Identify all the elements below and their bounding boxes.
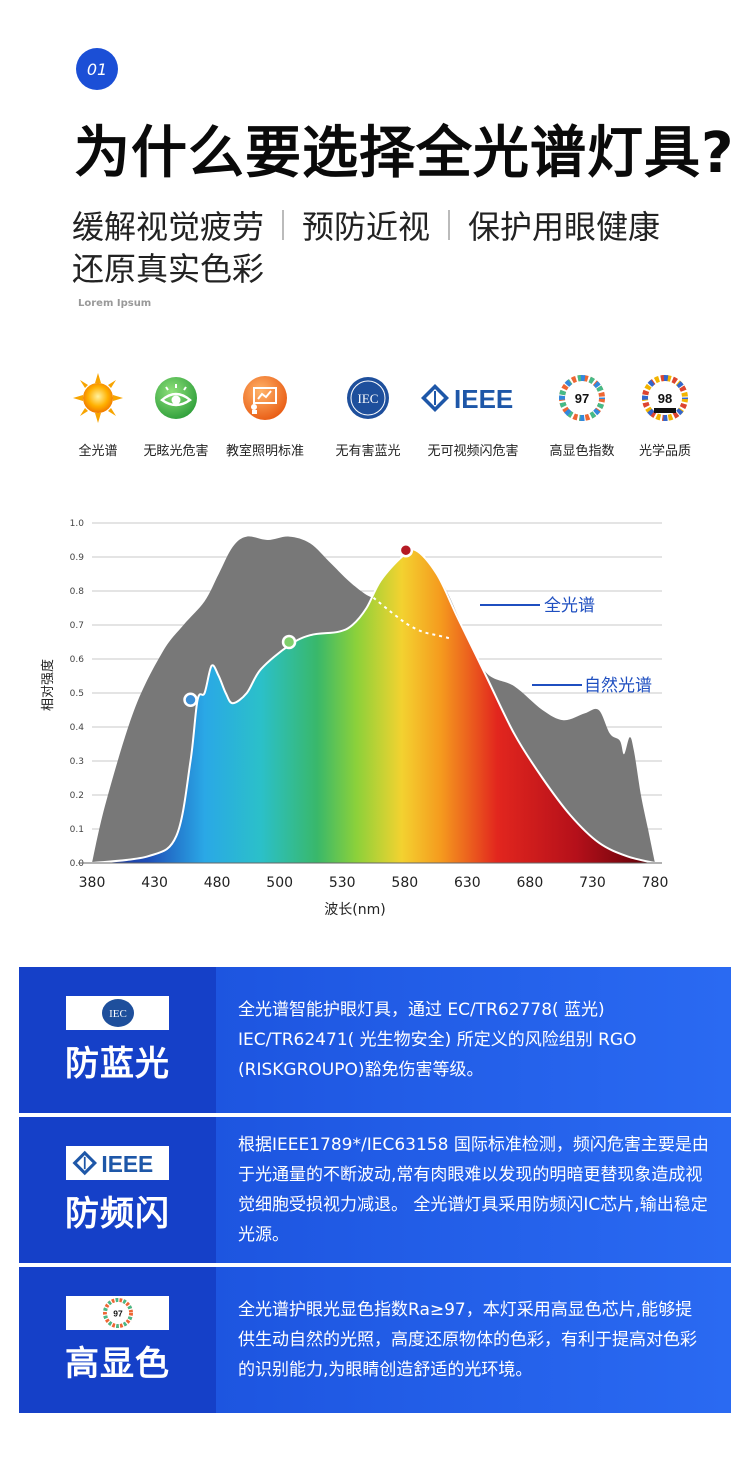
- legend-full-spectrum: 全光谱: [544, 596, 595, 616]
- natural-spectrum-outline: [91, 548, 656, 864]
- icon-label: 无可视频闪危害: [427, 444, 519, 459]
- x-tick-label: 780: [642, 875, 669, 891]
- card-left-panel: 97 高显色: [19, 1267, 216, 1413]
- y-tick-label: 0.0: [70, 859, 85, 869]
- y-tick-label: 0.5: [70, 689, 84, 699]
- feature-3: 保护用眼健康: [468, 208, 661, 246]
- feature-divider: [282, 210, 285, 240]
- cri-97-icon: 97: [102, 1297, 133, 1328]
- svg-text:97: 97: [575, 391, 589, 406]
- y-tick-label: 0.9: [70, 553, 85, 563]
- legend-natural-spectrum: 自然光谱: [584, 676, 652, 696]
- y-axis-label: 相对强度: [40, 659, 56, 711]
- y-tick-label: 1.0: [70, 519, 85, 529]
- spectrum-marker: [183, 692, 198, 708]
- feature-line-1: 缓解视觉疲劳 预防近视 保护用眼健康: [72, 202, 660, 248]
- cri-97-icon: 97: [559, 375, 605, 421]
- card-title: 高显色: [65, 1343, 170, 1384]
- x-tick-label: 580: [391, 875, 418, 891]
- icon-label: 教室照明标准: [225, 444, 304, 459]
- card-title: 防蓝光: [65, 1043, 170, 1084]
- y-tick-label: 0.2: [70, 791, 84, 801]
- lorem-caption: Lorem Ipsum: [78, 298, 152, 309]
- x-tick-label: 530: [329, 875, 356, 891]
- x-tick-labels: 380 430 480 500 530 580 630 680 730 780: [79, 875, 669, 891]
- icon-item-no-glare: 无眩光危害: [126, 372, 226, 459]
- card-description: 根据IEEE1789*/IEC63158 国际标准检测，频闪危害主要是由于光通量…: [238, 1135, 709, 1245]
- icon-label: 光学品质: [638, 444, 691, 459]
- ieee-logo-icon: IEEE: [72, 1150, 153, 1176]
- card-anti-flicker: IEEE 防频闪 根据IEEE1789*/IEC63158 国际标准检测，频闪危…: [19, 1117, 731, 1263]
- icon-item-no-flicker: IEEE 无可视频闪危害: [417, 372, 529, 459]
- card-description: 全光谱智能护眼灯具，通过 EC/TR62778( 蓝光) IEC/TR62471…: [238, 1000, 637, 1080]
- feature-1: 缓解视觉疲劳: [72, 208, 265, 246]
- card-description: 全光谱护眼光显色指数Ra≥97，本灯采用高显色芯片,能够提供生动自然的光照，高度…: [238, 1300, 697, 1380]
- spectrum-chart: 0.0 0.1 0.2 0.3 0.4 0.5 0.6 0.7 0.8 0.9 1.0 380 430…: [40, 519, 669, 918]
- x-tick-label: 380: [79, 875, 106, 891]
- card-text: 根据IEEE1789*/IEC63158 国际标准检测，频闪危害主要是由于光通量…: [216, 1117, 731, 1263]
- icon-label: 无有害蓝光: [335, 444, 401, 459]
- card-title: 防频闪: [65, 1193, 170, 1234]
- feature-icon-row: 全光谱 无眩光危害 教室照明标准: [60, 372, 700, 462]
- svg-text:97: 97: [113, 1308, 123, 1318]
- icon-label: 高显色指数: [549, 444, 615, 459]
- y-tick-label: 0.8: [70, 587, 85, 597]
- y-tick-labels: 0.0 0.1 0.2 0.3 0.4 0.5 0.6 0.7 0.8 0.9 1.0: [70, 519, 85, 869]
- classroom-icon: [243, 376, 287, 420]
- x-tick-label: 630: [454, 875, 481, 891]
- y-tick-label: 0.6: [70, 655, 85, 665]
- x-tick-label: 680: [517, 875, 544, 891]
- icon-label: 无眩光危害: [143, 444, 209, 459]
- sun-icon: [73, 373, 123, 423]
- feature-2: 预防近视: [302, 208, 431, 246]
- feature-line-2: 还原真实色彩: [72, 244, 264, 290]
- section-badge: 01: [76, 48, 118, 90]
- eye-icon: [155, 377, 197, 419]
- spectrum-marker: [281, 634, 297, 650]
- icon-item-classroom: 教室照明标准: [215, 372, 315, 459]
- y-tick-label: 0.7: [70, 621, 84, 631]
- icon-item-full-spectrum: 全光谱: [48, 372, 148, 459]
- iec-logo-icon: IEC: [347, 377, 389, 419]
- icon-item-cri-97: 97 高显色指数: [532, 372, 632, 459]
- icon-item-no-blue-light: IEC 无有害蓝光: [318, 372, 418, 459]
- x-tick-label: 480: [204, 875, 231, 891]
- card-left-panel: IEEE 防频闪: [19, 1117, 216, 1263]
- svg-text:98: 98: [658, 391, 672, 406]
- feature-divider: [448, 210, 451, 240]
- icon-label: 全光谱: [78, 444, 118, 459]
- card-left-panel: IEC 防蓝光: [19, 967, 216, 1113]
- y-tick-label: 0.1: [70, 825, 84, 835]
- spectrum-marker: [398, 542, 414, 558]
- x-axis-label: 波长(nm): [324, 902, 385, 918]
- card-logo: IEEE: [66, 1145, 169, 1180]
- card-logo: 97: [66, 1295, 169, 1330]
- icon-item-optical-quality: 98 光学品质: [615, 372, 715, 459]
- x-tick-label: 430: [141, 875, 168, 891]
- x-tick-label: 730: [579, 875, 606, 891]
- x-tick-label: 500: [266, 875, 293, 891]
- y-tick-label: 0.4: [70, 723, 85, 733]
- iec-logo-icon: IEC: [101, 998, 134, 1027]
- svg-text:IEC: IEC: [109, 1008, 127, 1020]
- card-text: 全光谱护眼光显色指数Ra≥97，本灯采用高显色芯片,能够提供生动自然的光照，高度…: [216, 1267, 731, 1413]
- card-high-cri: 97 高显色 全光谱护眼光显色指数Ra≥97，本灯采用高显色芯片,能够提供生动自…: [19, 1267, 731, 1413]
- ieee-logo-icon: IEEE: [421, 384, 513, 414]
- feature-4: 还原真实色彩: [72, 250, 265, 288]
- svg-text:IEEE: IEEE: [454, 384, 513, 414]
- svg-text:IEEE: IEEE: [101, 1150, 153, 1176]
- card-logo: IEC: [66, 995, 169, 1030]
- spectrum-markers: [183, 542, 414, 708]
- card-text: 全光谱智能护眼灯具，通过 EC/TR62778( 蓝光) IEC/TR62471…: [216, 967, 731, 1113]
- cri-98-icon: 98: [642, 375, 688, 421]
- card-anti-blue-light: IEC 防蓝光 全光谱智能护眼灯具，通过 EC/TR62778( 蓝光) IEC…: [19, 967, 731, 1113]
- svg-text:IEC: IEC: [358, 391, 379, 406]
- y-tick-label: 0.3: [70, 757, 84, 767]
- page-title: 为什么要选择全光谱灯具?: [74, 121, 735, 186]
